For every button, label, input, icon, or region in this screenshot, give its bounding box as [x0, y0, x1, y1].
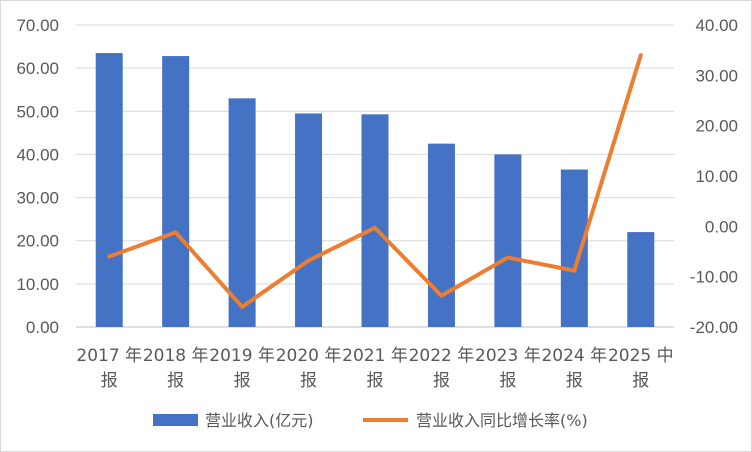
- revenue-bar: [494, 154, 522, 327]
- category-label: 报: [499, 371, 516, 391]
- category-label: 2024 年: [541, 346, 607, 366]
- revenue-bar: [162, 56, 190, 327]
- line-series: [107, 53, 643, 309]
- legend-swatch-revenue: [153, 414, 198, 426]
- category-label: 报: [632, 371, 649, 391]
- revenue-bar: [295, 113, 323, 327]
- category-label: 报: [367, 371, 384, 391]
- category-label: 2018 年: [143, 346, 209, 366]
- category-label: 报: [101, 371, 118, 391]
- bar-series: [95, 53, 655, 328]
- category-label: 2020 年: [276, 346, 342, 366]
- left-axis-tick-label: 70.00: [16, 16, 59, 35]
- right-axis-tick-label: -20.00: [690, 318, 738, 337]
- right-axis-tick-label: 0.00: [705, 217, 738, 236]
- left-axis-tick-label: 40.00: [16, 145, 59, 164]
- category-label: 报: [300, 371, 317, 391]
- revenue-bar: [560, 169, 588, 327]
- right-axis-tick-label: 30.00: [695, 66, 738, 85]
- revenue-bar: [95, 53, 123, 328]
- right-axis-tick-label: 20.00: [695, 117, 738, 136]
- right-axis-ticks: -20.00 -10.00 0.00 10.00 20.00 30.00 40.00: [690, 16, 738, 337]
- category-label: 报: [433, 371, 450, 391]
- revenue-bar: [427, 143, 455, 327]
- category-label: 2022 年: [409, 346, 475, 366]
- category-label: 2021 年: [342, 346, 408, 366]
- category-label: 2019 年: [209, 346, 275, 366]
- legend-label-revenue: 营业收入(亿元): [205, 411, 314, 430]
- left-axis-tick-label: 0.00: [26, 318, 59, 337]
- right-axis-tick-label: -10.00: [690, 268, 738, 287]
- revenue-bar: [361, 114, 389, 327]
- category-label: 2023 年: [475, 346, 541, 366]
- right-axis-tick-label: 40.00: [695, 16, 738, 35]
- category-label: 2025 中: [608, 346, 674, 366]
- legend: 营业收入(亿元) 营业收入同比增长率(%): [153, 411, 588, 430]
- left-axis-tick-label: 60.00: [16, 59, 59, 78]
- category-label: 报: [234, 371, 251, 391]
- revenue-bar: [228, 98, 256, 327]
- legend-label-growth: 营业收入同比增长率(%): [416, 411, 588, 430]
- left-axis-tick-label: 50.00: [16, 102, 59, 121]
- left-axis-ticks: 0.00 10.00 20.00 30.00 40.00 50.00 60.00 70.00: [16, 16, 59, 337]
- category-label: 报: [566, 371, 583, 391]
- category-label: 报: [167, 371, 184, 391]
- revenue-bar: [627, 232, 655, 327]
- right-axis-tick-label: 10.00: [695, 167, 738, 186]
- category-label: 2017 年: [76, 346, 142, 366]
- left-axis-tick-label: 20.00: [16, 232, 59, 251]
- left-axis-tick-label: 10.00: [16, 275, 59, 294]
- left-axis-tick-label: 30.00: [16, 189, 59, 208]
